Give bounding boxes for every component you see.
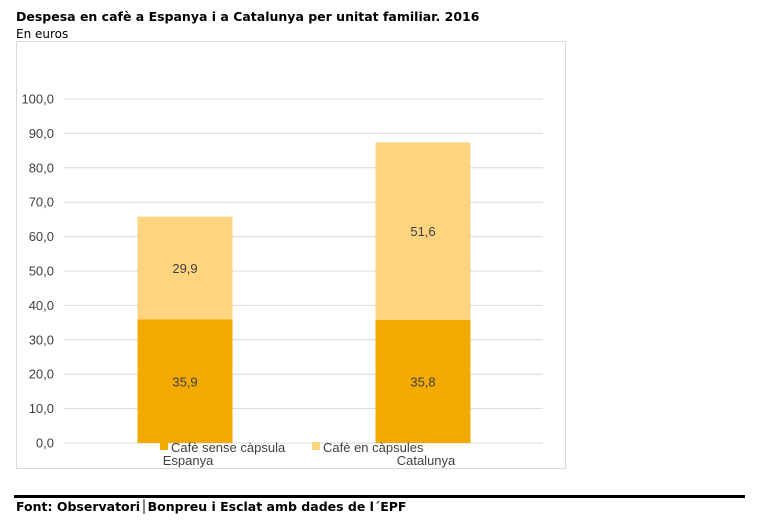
y-tick-label: 10,0 — [29, 401, 54, 416]
data-label: 35,9 — [172, 374, 197, 389]
source-note: Font: Observatori│Bonpreu i Esclat amb d… — [16, 499, 407, 514]
y-tick-label: 100,0 — [21, 92, 54, 107]
y-tick-label: 60,0 — [29, 229, 54, 244]
source-divider — [14, 495, 745, 498]
y-tick-label: 50,0 — [29, 264, 54, 279]
y-tick-label: 30,0 — [29, 332, 54, 347]
legend-label: Cafè sense càpsula — [171, 440, 286, 455]
legend-swatch — [160, 442, 168, 450]
y-tick-label: 40,0 — [29, 298, 54, 313]
chart-frame — [16, 41, 566, 469]
chart-subtitle: En euros — [16, 27, 69, 41]
y-tick-label: 90,0 — [29, 126, 54, 141]
y-tick-label: 70,0 — [29, 195, 54, 210]
chart-title: Despesa en cafè a Espanya i a Catalunya … — [16, 9, 480, 24]
bar-segment — [137, 216, 233, 320]
data-label: 35,8 — [410, 374, 435, 389]
data-label: 29,9 — [172, 261, 197, 276]
legend-swatch — [312, 442, 320, 450]
data-label: 51,6 — [410, 224, 435, 239]
bar-segment — [375, 319, 471, 443]
x-category-label: Catalunya — [397, 453, 456, 468]
y-tick-label: 0,0 — [36, 436, 54, 451]
y-tick-label: 80,0 — [29, 160, 54, 175]
bar-segment — [137, 319, 233, 443]
bar-segment — [375, 142, 471, 320]
legend-label: Cafè en càpsules — [323, 440, 424, 455]
x-category-label: Espanya — [163, 453, 214, 468]
y-tick-label: 20,0 — [29, 367, 54, 382]
